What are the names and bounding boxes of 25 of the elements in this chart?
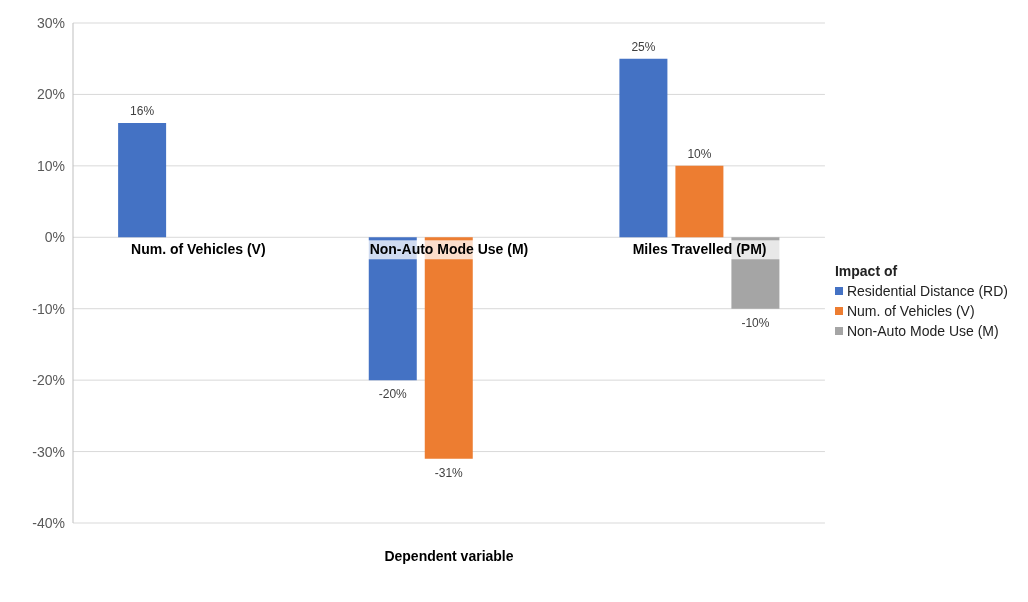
y-tick-label: -30% — [32, 443, 65, 460]
data-label: 10% — [687, 146, 712, 161]
y-tick-label: -40% — [32, 514, 65, 531]
data-label: 16% — [130, 104, 155, 118]
y-tick-label: 0% — [44, 229, 65, 246]
x-tick-label: Non-Auto Mode Use (M) — [369, 241, 529, 258]
data-label: -31% — [434, 465, 464, 480]
x-tick-label: Num. of Vehicles (V) — [131, 241, 266, 258]
data-label: -10% — [741, 315, 770, 330]
x-tick-label: Miles Travelled (PM) — [632, 241, 767, 258]
legend-label: Non-Auto Mode Use (M) — [846, 323, 999, 339]
y-tick-label: 20% — [36, 86, 65, 103]
y-tick-label: 30% — [36, 14, 65, 31]
data-label: -20% — [378, 387, 408, 402]
y-tick-label: -20% — [32, 372, 65, 389]
data-label: 25% — [631, 39, 656, 54]
bar — [675, 165, 724, 238]
y-tick-label: 10% — [36, 157, 65, 174]
legend-label: Num. of Vehicles (V) — [846, 303, 975, 319]
x-axis-title: Dependent variable — [384, 548, 514, 564]
legend-label: Residential Distance (RD) — [846, 283, 1008, 299]
legend-title: Impact of — [834, 263, 899, 279]
bar — [619, 58, 668, 238]
y-tick-label: -10% — [32, 300, 65, 317]
bar — [118, 123, 167, 238]
